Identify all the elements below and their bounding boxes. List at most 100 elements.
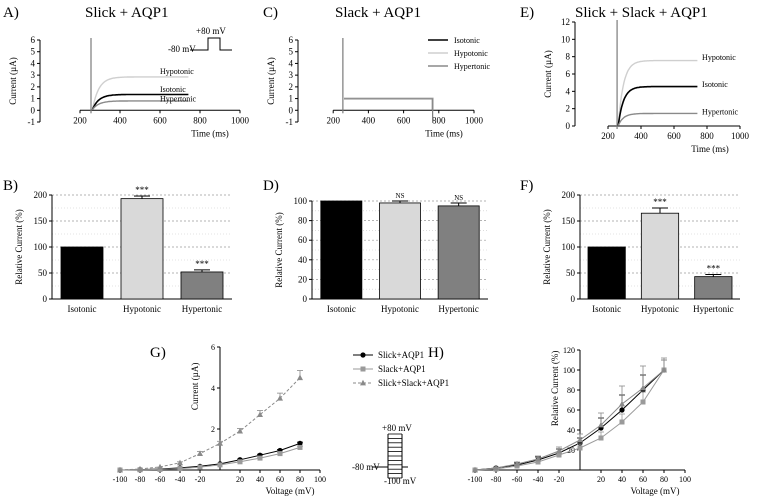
y-axis-label: Relative Current (%) [274,212,284,287]
y-tick-label: 200 [34,190,48,200]
series-square [472,359,667,473]
x-tick-label: -100 [113,475,128,484]
y-tick-label: 6 [566,69,571,79]
series-label: Hypotonic [702,53,736,62]
panel-title-A: Slick + AQP1 [85,5,168,21]
x-tick-label: 60 [276,475,284,484]
y-tick-label: 2 [289,82,294,92]
y-tick-label: 4 [566,86,571,96]
legend-label: Slack+AQP1 [378,364,426,374]
y-tick-label: 0 [566,121,571,131]
significance-label: *** [135,185,149,195]
category-label: Hypotonic [381,304,419,314]
x-tick-label: 80 [296,475,304,484]
x-tick-label: 20 [597,475,605,484]
y-tick-label: 2 [31,82,36,92]
data-point [556,452,562,458]
y-tick-label: 12 [561,17,570,27]
data-point [598,421,604,428]
x-tick-label: -60 [512,475,523,484]
x-axis-label: Time (ms) [191,128,228,138]
bar [587,246,626,300]
y-axis-label: Current (µA) [266,57,276,104]
data-point [598,435,604,441]
y-tick-label: 150 [34,216,48,226]
protocol-bottom: +80 mV -80 mV -100 mV [352,423,417,486]
data-point [157,466,163,472]
protocol-bottom-steps [372,433,408,479]
data-point [117,466,123,473]
x-tick-label: 800 [432,115,446,125]
x-tick-label: 800 [700,131,714,141]
data-point [257,455,263,461]
data-point [237,427,243,434]
data-point [237,459,243,465]
panel-letter-A: A) [3,5,19,21]
x-tick-label: -40 [175,475,186,484]
data-point [619,407,625,413]
data-point [360,352,366,358]
data-point [217,440,223,446]
y-tick-label: 0 [303,294,308,304]
y-tick-label: 6 [211,343,215,352]
y-tick-label: 150 [562,216,576,226]
panel-title-C: Slack + AQP1 [335,5,421,21]
series-trace [617,85,698,126]
data-point [640,399,646,405]
y-tick-label: 3 [289,70,294,80]
y-tick-label: 100 [294,196,308,206]
protocol-top: +80 mV -80 mV [168,26,232,54]
y-tick-label: 2 [211,425,215,434]
data-point [661,366,667,373]
y-tick-label: 80 [567,386,575,395]
category-label: Hypotonic [641,304,679,314]
x-tick-label: 100 [314,475,326,484]
data-point [197,450,203,456]
series-trace [617,59,698,126]
panel-letter-B: B) [3,178,18,194]
category-label: Isotonic [68,304,97,314]
x-tick-label: 1000 [465,115,484,125]
protocol-top-low: -80 mV [168,44,196,54]
category-label: Hypertonic [438,304,479,314]
data-point [472,466,478,473]
y-tick-label: 100 [562,242,576,252]
bar [379,202,421,300]
x-axis-label: Voltage (mV) [630,486,679,496]
panel-letter-F: F) [520,178,533,194]
category-label: Isotonic [592,304,621,314]
panel-b: 0 50 100 150 200 Relative Current (%) Isotonic… [14,185,232,314]
series-label: Isotonic [160,85,186,94]
series-trace [91,76,189,110]
data-point [577,436,583,443]
series-trace [344,98,434,111]
y-tick-label: 8 [566,52,571,62]
data-point [297,374,303,381]
static-labels: A) Slick + AQP1 C) Slack + AQP1 E) Slick… [3,5,708,486]
y-tick-label: 0 [571,294,576,304]
y-tick-label: 6 [31,35,36,45]
y-tick-label: 10 [561,34,571,44]
x-tick-label: 40 [618,475,626,484]
panel-letter-E: E) [520,5,534,21]
data-point [556,447,562,454]
protocol-bottom-low: -100 mV [384,476,417,486]
y-axis-label: Relative Current (%) [14,209,24,284]
x-tick-label: 40 [256,475,264,484]
x-tick-label: -100 [468,475,483,484]
x-tick-label: -80 [135,475,146,484]
x-tick-label: -20 [554,475,565,484]
data-point [277,451,283,457]
y-tick-label: 2 [566,104,571,114]
series-line [474,369,665,471]
series-label: Hypertonic [702,108,738,117]
panel-g: -100 -80 -60 -40 -20 20 40 60 80 100 2 4 6 Voltage (m… [113,343,449,496]
y-tick-label: 1 [289,94,294,104]
y-axis-label: Relative Current (%) [550,351,560,426]
protocol-bottom-high: +80 mV [382,423,412,433]
series-line [474,369,665,471]
x-tick-label: 60 [639,475,647,484]
x-tick-label: 200 [601,131,615,141]
